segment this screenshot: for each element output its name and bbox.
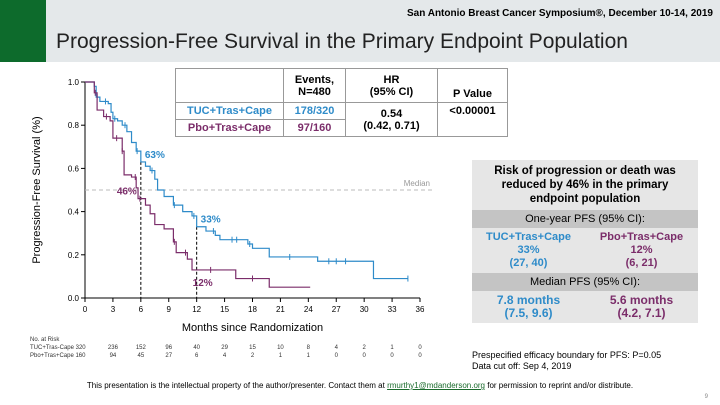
risk-value: 2 (362, 345, 366, 351)
risk-label: Pbo+Tras+Cape 160 (30, 353, 86, 359)
x-tick-label: 15 (220, 305, 229, 314)
x-tick-label: 27 (332, 305, 341, 314)
events-tuc: 178/320 (283, 102, 346, 120)
risk-value: 1 (390, 345, 394, 351)
y-tick-label: 0.8 (68, 121, 80, 130)
x-tick-label: 33 (388, 305, 397, 314)
risk-value: 4 (334, 345, 338, 351)
headline: Risk of progression or death was reduced… (494, 165, 676, 205)
note: Data cut off: Sep 4, 2019 (472, 361, 572, 371)
x-tick-label: 9 (167, 305, 172, 314)
summary-box: Risk of progression or death was reduced… (472, 160, 698, 323)
risk-value: 27 (165, 353, 173, 359)
y-tick-label: 0.2 (68, 251, 80, 260)
risk-value: 236 (107, 345, 118, 351)
x-tick-label: 3 (111, 305, 116, 314)
series-line-1 (85, 81, 311, 288)
risk-value: 0 (334, 353, 338, 359)
risk-value: 1 (278, 353, 283, 359)
risk-value: 1 (306, 353, 310, 359)
hr-table: Events, N=480 HR (95% CI) P Value TUC+Tras+C… (175, 68, 508, 137)
pbo-median: 5.6 months (4.2, 7.1) (609, 293, 674, 320)
risk-value: 6 (194, 353, 199, 359)
series-line-0 (85, 81, 408, 280)
risk-value: 96 (165, 345, 173, 351)
one-year-label: One-year PFS (95% CI): (472, 210, 698, 228)
footer: This presentation is the intellectual pr… (86, 381, 634, 390)
risk-value: 0 (418, 345, 422, 351)
x-tick-label: 18 (248, 305, 257, 314)
km-chart: 0 3 6 9 12 15 18 21 24 27 30 33 360.00.20.40.60.81.0… (31, 78, 432, 334)
median-label: Median PFS (95% CI): (472, 273, 698, 291)
hr: 0.54 (380, 107, 403, 120)
y-tick-label: 0.4 (68, 208, 80, 217)
y-axis-label: Progression-Free Survival (%) (31, 116, 43, 263)
risk-value: 15 (249, 345, 256, 351)
notes: Prespecified efficacy boundary for PFS: … (472, 350, 661, 372)
page-number: 9 (704, 394, 708, 400)
y-tick-label: 1.0 (68, 78, 80, 87)
risk-value: 45 (137, 353, 145, 359)
y-tick-label: 0.0 (68, 294, 80, 303)
tuc-1y: TUC+Tras+Cape 33% (27, 40) (486, 231, 571, 269)
annotation: 33% (201, 215, 221, 226)
x-tick-label: 12 (192, 305, 201, 314)
risk-value: 40 (193, 345, 200, 351)
x-tick-label: 24 (304, 305, 313, 314)
risk-title: No. at Risk (30, 337, 60, 343)
number-at-risk: No. at Risk TUC+Tras-Cape 320 236 152 96 40 2… (30, 336, 422, 360)
median-label: Median (404, 179, 430, 188)
header-cell (175, 68, 284, 103)
tuc-median: 7.8 months (7.5, 9.6) (496, 293, 561, 320)
x-tick-label: 30 (360, 305, 369, 314)
y-tick-label: 0.6 (68, 164, 80, 173)
x-axis-label: Months since Randomization (182, 322, 323, 334)
risk-value: 152 (135, 345, 146, 351)
slide-title: Progression-Free Survival in the Primary… (56, 30, 628, 53)
risk-value: 10 (277, 345, 284, 351)
pbo-1y: Pbo+Tras+Cape 12% (6, 21) (599, 231, 684, 269)
risk-value: 94 (109, 353, 117, 359)
risk-value: 0 (362, 353, 366, 359)
hr-value: 0.54 (0.42, 0.71) (345, 102, 438, 137)
risk-value: 8 (306, 345, 310, 351)
arm-tuc: TUC+Tras+Cape (175, 102, 284, 120)
accent-bar (0, 0, 46, 62)
conference-label: San Antonio Breast Cancer Symposium®, De… (406, 8, 713, 19)
email-link[interactable]: rmurthy1@mdanderson.org (387, 381, 486, 390)
risk-label: TUC+Tras-Cape 320 (30, 345, 86, 351)
events-pbo: 97/160 (283, 119, 346, 137)
annotation: 46% (117, 187, 137, 198)
risk-value: 2 (250, 353, 255, 359)
x-tick-label: 21 (276, 305, 285, 314)
risk-value: 0 (418, 353, 422, 359)
arm-pbo: Pbo+Tras+Cape (175, 119, 284, 137)
hr-ci: (0.42, 0.71) (363, 119, 420, 132)
x-tick-label: 0 (83, 305, 88, 314)
risk-value: 29 (221, 345, 228, 351)
risk-value: 4 (222, 353, 227, 359)
header (0, 0, 720, 62)
x-tick-label: 6 (139, 305, 144, 314)
annotation: 63% (145, 150, 165, 161)
x-tick-label: 36 (416, 305, 425, 314)
header-p: P Value (437, 68, 508, 103)
note: Prespecified efficacy boundary for PFS: … (472, 350, 662, 360)
annotation: 12% (193, 278, 213, 289)
header-events: Events, N=480 (283, 68, 346, 103)
risk-value: 0 (390, 353, 394, 359)
header-hr: HR (95% CI) (345, 68, 438, 103)
p-value: <0.00001 (437, 102, 508, 137)
